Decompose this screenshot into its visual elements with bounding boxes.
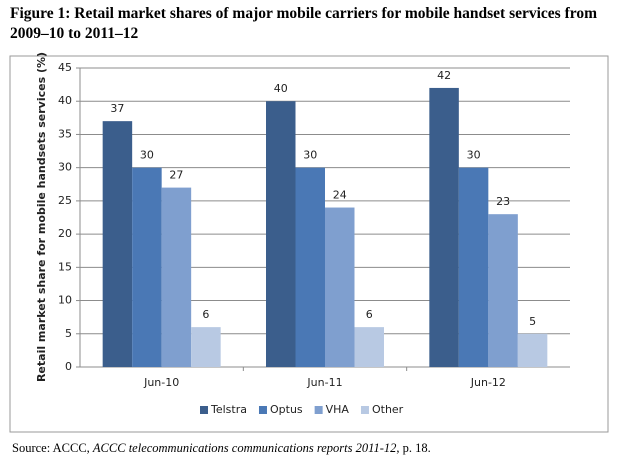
bar [132,167,162,367]
source: Source: ACCC, ACCC telecommunications co… [12,441,431,456]
bar [429,87,459,367]
bar [517,333,548,367]
y-tick-label: 25 [58,194,72,207]
legend-swatch [360,406,369,414]
y-tick-label: 10 [58,294,72,307]
chart-frame [9,55,609,433]
bar [488,214,518,367]
bar [266,101,296,367]
y-tick-label: 35 [58,127,72,140]
legend-label: Optus [270,403,303,416]
y-tick-label: 5 [65,327,72,340]
bar [161,187,192,367]
data-label: 30 [140,149,154,162]
data-label: 27 [169,169,183,182]
data-label: 6 [366,308,373,321]
data-label: 37 [110,102,124,115]
x-tick-label: Jun-11 [306,376,342,389]
legend-label: Telstra [210,403,247,416]
data-label: 23 [496,195,510,208]
source-suffix: , p. 18. [396,441,431,455]
y-tick-label: 30 [58,161,72,174]
data-label: 30 [467,149,481,162]
bar [191,327,221,367]
legend-swatch [258,406,267,414]
legend-label: VHA [326,403,350,416]
bar [102,121,133,368]
bar [458,167,489,367]
source-publication: ACCC telecommunications communications r… [92,441,397,455]
y-tick-label: 45 [58,61,72,74]
data-label: 30 [303,149,317,162]
y-tick-label: 40 [58,94,72,107]
y-axis-label: Retail market share for mobile handsets … [35,52,48,382]
y-tick-label: 0 [65,360,72,373]
y-tick-label: 15 [58,260,72,273]
data-label: 40 [274,82,288,95]
chart-title: Figure 1: Retail market shares of major … [10,5,598,42]
data-label: 24 [333,189,347,202]
bar [295,167,325,367]
legend-label: Other [372,403,404,416]
data-label: 5 [529,315,536,328]
chart: Retail market share for mobile handsets … [9,52,609,433]
data-label: 6 [202,308,209,321]
x-tick-label: Jun-12 [470,376,506,389]
legend-swatch [200,406,208,414]
bar [354,327,384,367]
legend-swatch [314,406,323,414]
y-tick-label: 20 [58,227,72,240]
source-prefix: Source: ACCC, [12,441,93,455]
data-label: 42 [437,69,451,82]
x-tick-label: Jun-10 [143,376,179,389]
bar [325,207,355,367]
